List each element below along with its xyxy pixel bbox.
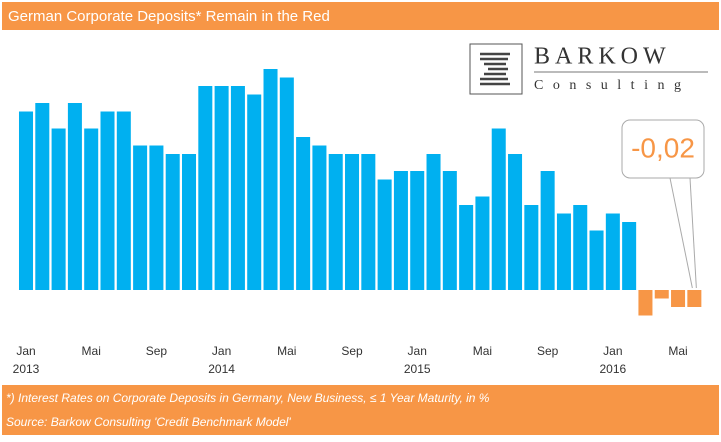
bar [263, 69, 278, 290]
bar [198, 86, 213, 290]
chart-title: German Corporate Deposits* Remain in the… [8, 8, 330, 25]
bar [296, 137, 311, 290]
footnote: *) Interest Rates on Corporate Deposits … [6, 391, 490, 405]
bar [312, 145, 327, 290]
callout-line [669, 177, 693, 289]
x-year-label: 2013 [13, 362, 40, 376]
bar [116, 111, 131, 290]
bar [51, 128, 66, 290]
bar [410, 171, 425, 290]
x-tick-label: Mai [668, 344, 687, 358]
bar [393, 171, 408, 290]
x-year-label: 2016 [599, 362, 626, 376]
bar [589, 230, 604, 290]
bar [442, 171, 457, 290]
callout-box [621, 119, 705, 179]
bar [84, 128, 99, 290]
bar [133, 145, 148, 290]
footnote: Source: Barkow Consulting 'Credit Benchm… [6, 415, 291, 429]
x-tick-label: Mai [82, 344, 101, 358]
x-tick-label: Mai [473, 344, 492, 358]
bar [18, 111, 34, 290]
bar [687, 290, 702, 307]
bar [654, 290, 669, 299]
bar [345, 154, 360, 290]
logo-icon [480, 52, 510, 86]
x-tick-label: Jan [16, 344, 35, 358]
logo-box [469, 43, 523, 95]
callout-line [689, 177, 697, 289]
bar [459, 205, 474, 290]
bar [622, 222, 637, 290]
x-tick-label: Jan [212, 344, 231, 358]
bar [491, 128, 506, 290]
bar [361, 154, 376, 290]
bar [149, 145, 164, 290]
bar [556, 213, 571, 290]
bar [508, 154, 523, 290]
bar [100, 111, 115, 290]
x-tick-label: Sep [341, 344, 363, 358]
logo: BARKOW Consulting [469, 43, 708, 95]
bar [524, 205, 539, 290]
bar [377, 179, 392, 290]
x-year-label: 2015 [404, 362, 431, 376]
x-tick-label: Jan [603, 344, 622, 358]
bar [35, 103, 50, 290]
bar [540, 171, 555, 290]
bar [214, 86, 229, 290]
logo-tagline: Consulting [534, 78, 690, 93]
bar [638, 290, 653, 316]
bar [279, 77, 294, 290]
logo-name: BARKOW [534, 44, 671, 70]
x-tick-label: Sep [146, 344, 168, 358]
x-tick-label: Sep [537, 344, 559, 358]
bar [182, 154, 197, 290]
bar [605, 213, 620, 290]
x-tick-label: Mai [277, 344, 296, 358]
bar [165, 154, 180, 290]
footer-bar [2, 385, 719, 435]
bar [247, 94, 262, 290]
title-bar [2, 2, 719, 30]
bar [671, 290, 686, 307]
bar [230, 86, 245, 290]
bar [426, 154, 441, 290]
x-tick-label: Jan [408, 344, 427, 358]
bar [573, 205, 588, 290]
annotation: -0,02 [631, 132, 695, 163]
bar [328, 154, 343, 290]
x-year-label: 2014 [208, 362, 235, 376]
bar [67, 103, 82, 290]
bar [475, 196, 490, 290]
